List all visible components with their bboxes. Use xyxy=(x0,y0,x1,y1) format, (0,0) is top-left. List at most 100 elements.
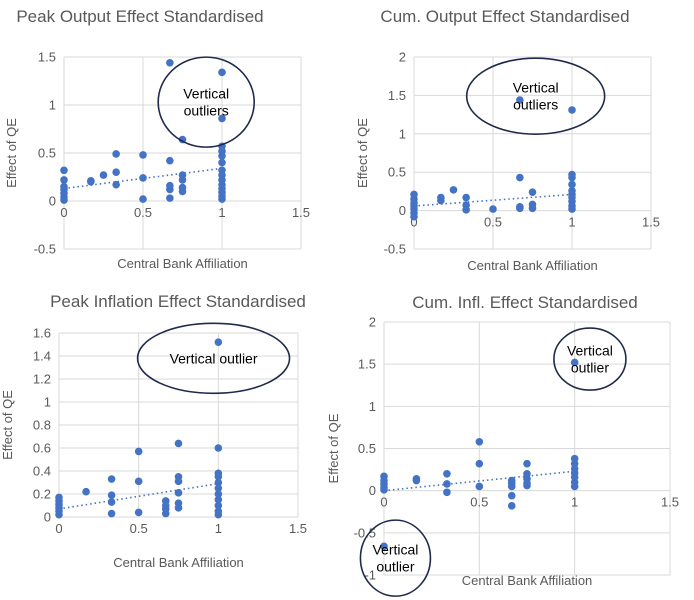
data-point xyxy=(82,487,90,496)
data-point xyxy=(507,502,516,510)
data-point xyxy=(523,459,531,468)
data-point xyxy=(516,204,524,213)
data-point xyxy=(218,114,226,123)
data-point xyxy=(516,173,524,182)
x-tick-label: 0 xyxy=(410,215,417,230)
annotation-label: outliers xyxy=(184,103,229,119)
y-tick-label: -0.5 xyxy=(384,242,406,257)
x-tick-label: 0.5 xyxy=(130,521,148,536)
data-point xyxy=(462,193,470,202)
y-tick-label: 0.5 xyxy=(358,441,376,456)
data-point xyxy=(166,194,174,202)
data-point xyxy=(449,186,458,194)
chart-1: Peak Output Effect Standardised -0.5 0 0.5 1… xyxy=(4,7,310,271)
y-tick-label: 0.8 xyxy=(33,418,51,433)
data-point xyxy=(134,508,143,517)
x-tick-label: 0 xyxy=(60,205,67,220)
y-tick-label: 1.5 xyxy=(388,88,406,103)
y-tick-label: 0 xyxy=(44,510,51,525)
data-point xyxy=(174,477,183,486)
y-tick-label: 0 xyxy=(399,203,406,218)
x-tick-label: 0 xyxy=(380,495,387,510)
data-point xyxy=(218,158,226,167)
annotation-label: outlier xyxy=(571,360,609,376)
x-axis-label: Central Bank Affiliation xyxy=(462,573,593,588)
data-point xyxy=(214,510,223,519)
data-point xyxy=(214,484,223,493)
annotation-label: Vertical xyxy=(513,80,559,96)
x-tick-label: 1.5 xyxy=(289,521,307,536)
data-point xyxy=(60,196,68,204)
data-point xyxy=(99,171,108,179)
data-point xyxy=(107,491,116,499)
data-point xyxy=(174,489,183,497)
data-point xyxy=(178,135,187,144)
chart-2: Cum. Output Effect Standardised -0.5 0 0.5 1… xyxy=(355,7,660,273)
data-point xyxy=(489,205,497,213)
data-point xyxy=(139,151,147,159)
data-point xyxy=(412,476,421,485)
outlier-ellipse xyxy=(553,327,627,391)
data-point xyxy=(214,501,223,510)
y-tick-label: 1 xyxy=(49,98,56,113)
data-point xyxy=(516,96,524,104)
data-point xyxy=(528,188,537,196)
data-point xyxy=(174,504,183,512)
x-tick-label: 1 xyxy=(568,215,575,230)
data-point xyxy=(462,206,470,214)
annotation-label: outlier xyxy=(376,559,414,575)
data-point xyxy=(214,495,223,504)
annotation-label: Vertical xyxy=(372,542,418,558)
data-point xyxy=(443,488,451,497)
data-point xyxy=(161,509,170,518)
data-point xyxy=(112,150,120,158)
annotation-label: Vertical xyxy=(183,86,229,102)
data-point xyxy=(55,510,63,519)
y-tick-label: 0.5 xyxy=(388,165,406,180)
x-axis-label: Central Bank Affiliation xyxy=(467,258,598,273)
data-point xyxy=(87,178,95,186)
data-point xyxy=(507,491,516,500)
y-axis-label: Effect of QE xyxy=(4,118,19,188)
data-point xyxy=(214,338,223,347)
y-tick-label: 0 xyxy=(49,194,56,209)
y-tick-label: 2 xyxy=(399,50,406,65)
data-point xyxy=(437,196,445,205)
data-point xyxy=(134,447,143,456)
data-point xyxy=(410,212,418,221)
data-point xyxy=(523,481,531,490)
data-point xyxy=(475,459,484,468)
x-tick-label: 1.5 xyxy=(642,215,660,230)
y-tick-label: 0 xyxy=(369,483,376,498)
data-point xyxy=(568,173,576,182)
y-tick-label: 1.5 xyxy=(358,357,376,372)
data-point xyxy=(60,176,68,184)
data-point xyxy=(214,478,223,487)
data-point xyxy=(475,482,484,491)
data-point xyxy=(568,180,576,189)
y-tick-label: 1.5 xyxy=(38,50,56,65)
annotation-label: outliers xyxy=(513,97,558,113)
data-point xyxy=(570,358,579,367)
data-point xyxy=(139,195,147,203)
x-tick-label: 0.5 xyxy=(470,495,488,510)
outlier-ellipse xyxy=(136,322,291,395)
x-tick-label: 1 xyxy=(218,205,225,220)
x-tick-label: 0.5 xyxy=(134,205,152,220)
data-point xyxy=(166,58,174,67)
y-tick-label: 0.5 xyxy=(38,146,56,161)
chart-4: Cum. Infl. Effect Standardised -1 -0.5 0 0.5… xyxy=(326,293,679,597)
data-point xyxy=(112,180,120,189)
annotation-label: Vertical xyxy=(567,343,613,359)
data-point xyxy=(112,168,120,176)
data-point xyxy=(443,480,451,488)
data-point xyxy=(139,174,147,182)
x-tick-label: 1.5 xyxy=(661,495,679,510)
data-point xyxy=(166,156,174,165)
data-point xyxy=(107,498,116,506)
data-point xyxy=(214,490,223,498)
y-tick-label: -0.5 xyxy=(354,525,376,540)
chart-title: Peak Output Effect Standardised xyxy=(16,7,263,26)
data-point xyxy=(568,106,576,114)
